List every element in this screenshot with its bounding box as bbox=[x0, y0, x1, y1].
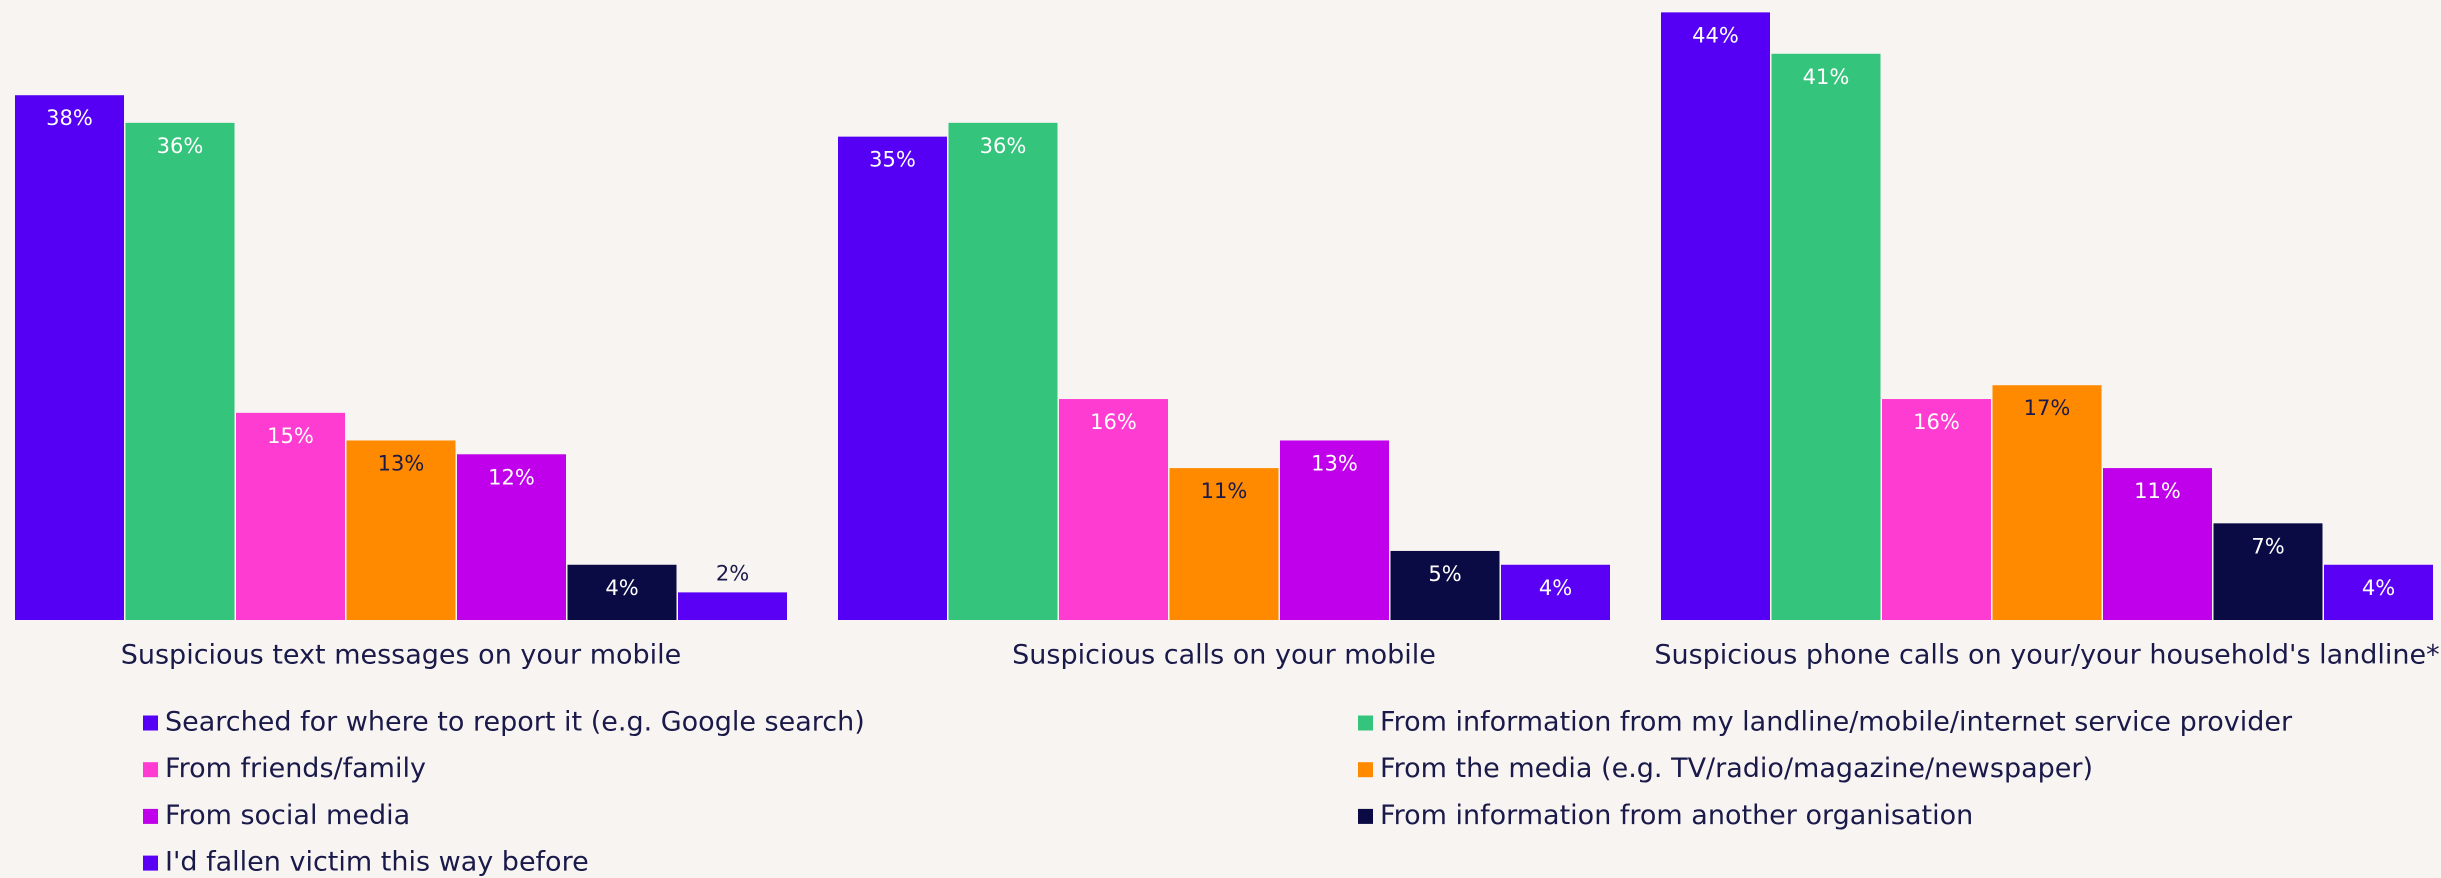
bar bbox=[346, 440, 456, 620]
legend-swatch bbox=[1358, 762, 1373, 778]
legend-swatch bbox=[1358, 808, 1373, 824]
value-label: 4% bbox=[1539, 576, 1572, 600]
value-label: 41% bbox=[1803, 65, 1850, 89]
value-label: 15% bbox=[267, 424, 314, 448]
legend-swatch bbox=[143, 715, 158, 731]
legend-label: I'd fallen victim this way before bbox=[165, 847, 589, 878]
value-label: 44% bbox=[1692, 23, 1739, 47]
value-label: 11% bbox=[1201, 479, 1248, 503]
bar bbox=[838, 136, 947, 620]
legend-label: From the media (e.g. TV/radio/magazine/n… bbox=[1380, 753, 2093, 784]
bar bbox=[15, 95, 124, 621]
value-label: 17% bbox=[2024, 396, 2071, 420]
legend-swatch bbox=[1358, 715, 1373, 731]
bar bbox=[1771, 53, 1881, 621]
value-label: 11% bbox=[2134, 479, 2181, 503]
value-label: 4% bbox=[2362, 576, 2395, 600]
bar bbox=[1882, 399, 1991, 620]
value-label: 38% bbox=[46, 106, 93, 130]
legend-label: From social media bbox=[165, 800, 410, 831]
legend-swatch bbox=[143, 808, 158, 824]
bar bbox=[567, 564, 677, 620]
value-label: 16% bbox=[1913, 410, 1960, 434]
value-label: 2% bbox=[716, 561, 749, 585]
legend-label: From information from my landline/mobile… bbox=[1380, 707, 2293, 738]
bar bbox=[1501, 564, 1610, 620]
bar bbox=[1992, 385, 2102, 620]
value-label: 16% bbox=[1090, 410, 1137, 434]
bar bbox=[457, 454, 566, 620]
legend-swatch bbox=[143, 762, 158, 778]
value-label: 7% bbox=[2251, 534, 2284, 558]
value-label: 12% bbox=[488, 465, 535, 489]
bar bbox=[678, 592, 787, 620]
bar bbox=[2213, 523, 2323, 620]
group-label: Suspicious calls on your mobile bbox=[1012, 640, 1436, 671]
bar bbox=[236, 412, 345, 620]
value-label: 13% bbox=[1311, 451, 1358, 475]
value-label: 5% bbox=[1428, 562, 1461, 586]
bar bbox=[1661, 12, 1770, 621]
value-label: 36% bbox=[157, 134, 204, 158]
bar bbox=[1169, 468, 1279, 620]
value-label: 4% bbox=[605, 576, 638, 600]
value-label: 35% bbox=[869, 148, 916, 172]
bar bbox=[2324, 564, 2433, 620]
group-label: Suspicious text messages on your mobile bbox=[121, 640, 682, 671]
bar bbox=[1280, 440, 1389, 620]
bar bbox=[2103, 468, 2212, 620]
legend-swatch bbox=[143, 855, 158, 871]
legend-label: From information from another organisati… bbox=[1380, 800, 1973, 831]
group-label: Suspicious phone calls on your/your hous… bbox=[1654, 640, 2439, 671]
value-label: 13% bbox=[378, 451, 425, 475]
legend-label: From friends/family bbox=[165, 753, 426, 784]
legend-label: Searched for where to report it (e.g. Go… bbox=[165, 707, 865, 738]
bar bbox=[1390, 550, 1500, 620]
bar bbox=[125, 122, 235, 620]
bar bbox=[948, 122, 1058, 620]
bar bbox=[1059, 399, 1168, 620]
value-label: 36% bbox=[980, 134, 1027, 158]
